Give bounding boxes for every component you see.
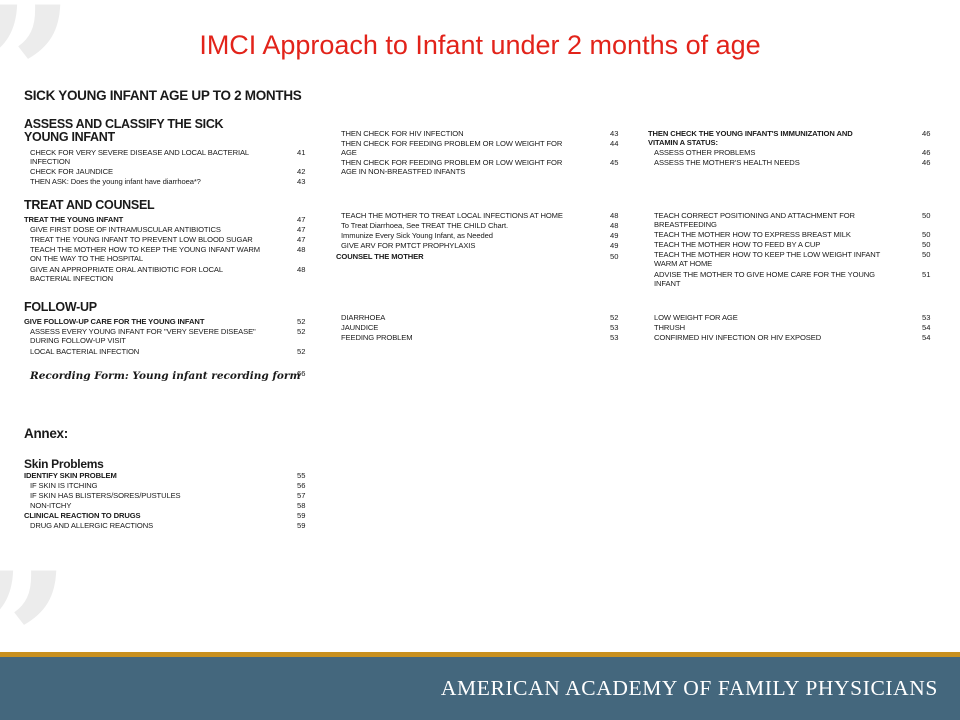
annex-subheading: IDENTIFY SKIN PROBLEM: [24, 471, 117, 480]
page-number: 50: [922, 250, 931, 259]
list-item: TEACH THE MOTHER HOW TO KEEP THE LOW WEI…: [654, 250, 881, 268]
list-item: CHECK FOR JAUNDICE: [30, 167, 114, 176]
list-item: LOW WEIGHT FOR AGE: [654, 313, 738, 322]
page-number: 41: [297, 148, 306, 157]
main-heading: SICK YOUNG INFANT AGE UP TO 2 MONTHS: [24, 88, 302, 103]
footer-accent-bar: [0, 652, 960, 657]
followup-heading: FOLLOW-UP: [24, 300, 97, 314]
list-item: GIVE FIRST DOSE OF INTRAMUSCULAR ANTIBIO…: [30, 225, 221, 234]
list-item: ASSESS OTHER PROBLEMS: [654, 148, 756, 157]
list-item: TEACH CORRECT POSITIONING AND ATTACHMENT…: [654, 211, 855, 229]
watermark-quote-top: ”: [0, 0, 75, 172]
list-item: GIVE ARV FOR PMTCT PROPHYLAXIS: [341, 241, 476, 250]
page-number: 43: [610, 129, 619, 138]
page-number: 59: [297, 511, 306, 520]
page-number: 57: [297, 491, 306, 500]
list-item: TEACH THE MOTHER HOW TO FEED BY A CUP: [654, 240, 821, 249]
page-number: 51: [922, 270, 931, 279]
list-item: THEN CHECK FOR FEEDING PROBLEM OR LOW WE…: [341, 139, 563, 157]
page-number: 56: [297, 481, 306, 490]
list-item: CONFIRMED HIV INFECTION OR HIV EXPOSED: [654, 333, 822, 342]
list-item: ADVISE THE MOTHER TO GIVE HOME CARE FOR …: [654, 270, 875, 288]
page-number: 44: [610, 139, 619, 148]
page-number: 53: [610, 333, 619, 342]
assess-heading: ASSESS AND CLASSIFY THE SICK YOUNG INFANT: [24, 117, 224, 144]
table-of-contents: SICK YOUNG INFANT AGE UP TO 2 MONTHS ASS…: [24, 88, 931, 530]
page-number: 48: [610, 211, 619, 220]
list-item: IF SKIN HAS BLISTERS/SORES/PUSTULES: [30, 491, 181, 500]
list-item: NON-ITCHY: [30, 501, 72, 510]
list-item: ASSESS EVERY YOUNG INFANT FOR "VERY SEVE…: [30, 327, 256, 345]
list-item: THRUSH: [654, 323, 686, 332]
list-item: JAUNDICE: [341, 323, 379, 332]
immunization-heading: THEN CHECK THE YOUNG INFANT'S IMMUNIZATI…: [648, 129, 853, 147]
page-number: 49: [610, 231, 619, 240]
page-number: 46: [922, 158, 931, 167]
organization-name: AMERICAN ACADEMY OF FAMILY PHYSICIANS: [440, 676, 938, 700]
recording-form-entry: Recording Form: Young infant recording f…: [30, 370, 301, 382]
page-number: 46: [922, 148, 931, 157]
list-item: Immunize Every Sick Young Infant, as Nee…: [341, 231, 493, 240]
list-item: LOCAL BACTERIAL INFECTION: [30, 347, 140, 356]
skin-problems-heading: Skin Problems: [24, 457, 104, 471]
page-number: 53: [922, 313, 931, 322]
annex-heading: Annex:: [24, 426, 68, 441]
treat-heading: TREAT AND COUNSEL: [24, 198, 155, 212]
page-number: 50: [922, 211, 931, 220]
list-item: THEN CHECK FOR HIV INFECTION: [341, 129, 464, 138]
page-number: 42: [297, 167, 306, 176]
page-number: 48: [297, 265, 306, 274]
list-item: FEEDING PROBLEM: [341, 333, 413, 342]
page-number: 47: [297, 235, 306, 244]
page-number: 53: [610, 323, 619, 332]
list-item: CHECK FOR VERY SEVERE DISEASE AND LOCAL …: [30, 148, 250, 166]
list-item: TEACH THE MOTHER HOW TO EXPRESS BREAST M…: [654, 230, 851, 239]
page-number: 66: [297, 369, 306, 378]
list-item: DIARRHOEA: [341, 313, 386, 322]
page-number: 50: [922, 240, 931, 249]
page-number: 48: [297, 245, 306, 254]
page-number: 47: [297, 215, 306, 224]
list-item: To Treat Diarrhoea, See TREAT THE CHILD …: [341, 221, 509, 230]
list-item: TEACH THE MOTHER HOW TO KEEP THE YOUNG I…: [30, 245, 261, 263]
page-number: 58: [297, 501, 306, 510]
slide-title: IMCI Approach to Infant under 2 months o…: [199, 30, 761, 60]
page-number: 52: [610, 313, 619, 322]
annex-subheading: CLINICAL REACTION TO DRUGS: [24, 511, 141, 520]
page-number: 54: [922, 333, 931, 342]
page-number: 52: [297, 347, 306, 356]
treat-subheading: TREAT THE YOUNG INFANT: [24, 215, 124, 224]
list-item: TEACH THE MOTHER TO TREAT LOCAL INFECTIO…: [341, 211, 563, 220]
page-number: 49: [610, 241, 619, 250]
page-number: 55: [297, 471, 306, 480]
page-number: 59: [297, 521, 306, 530]
page-number: 47: [297, 225, 306, 234]
counsel-subheading: COUNSEL THE MOTHER: [336, 252, 424, 261]
page-number: 54: [922, 323, 931, 332]
page-number: 48: [610, 221, 619, 230]
list-item: THEN CHECK FOR FEEDING PROBLEM OR LOW WE…: [341, 158, 563, 176]
page-number: 45: [610, 158, 619, 167]
page-number: 52: [297, 317, 306, 326]
footer-bar: AMERICAN ACADEMY OF FAMILY PHYSICIANS: [0, 657, 960, 720]
list-item: ASSESS THE MOTHER'S HEALTH NEEDS: [654, 158, 800, 167]
page-number: 50: [610, 252, 619, 261]
page-number: 52: [297, 327, 306, 336]
list-item: GIVE AN APPROPRIATE ORAL ANTIBIOTIC FOR …: [30, 265, 223, 283]
list-item: DRUG AND ALLERGIC REACTIONS: [30, 521, 154, 530]
list-item: TREAT THE YOUNG INFANT TO PREVENT LOW BL…: [30, 235, 253, 244]
followup-subheading: GIVE FOLLOW-UP CARE FOR THE YOUNG INFANT: [24, 317, 205, 326]
page-number: 46: [922, 129, 931, 138]
page-number: 43: [297, 177, 306, 186]
page-number: 50: [922, 230, 931, 239]
list-item: IF SKIN IS ITCHING: [30, 481, 98, 490]
list-item: THEN ASK: Does the young infant have dia…: [30, 177, 201, 186]
